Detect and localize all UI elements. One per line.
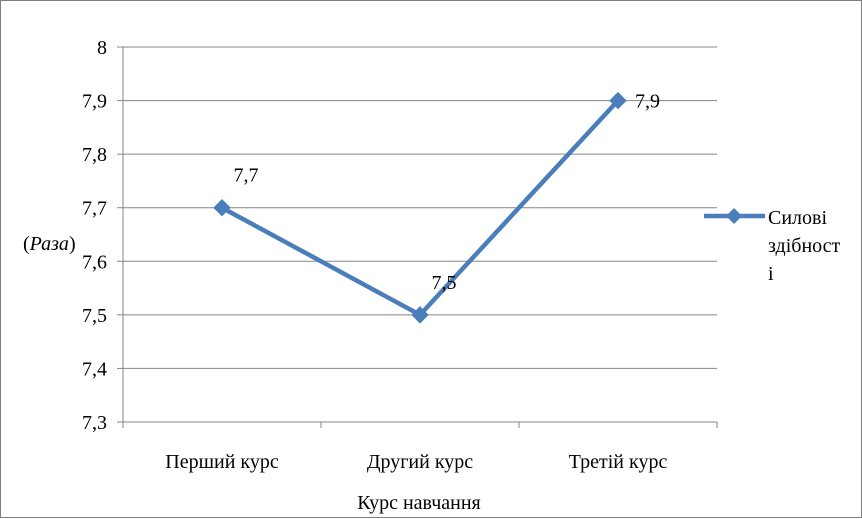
legend-label-line: і <box>768 263 774 285</box>
y-tick-label: 7,8 <box>82 144 107 166</box>
data-point-marker <box>609 91 627 110</box>
legend-label-line: Силові <box>768 207 827 229</box>
y-tick-label: 7,4 <box>82 358 107 380</box>
legend-label-line: здібност <box>768 235 841 257</box>
data-label: 7,9 <box>635 91 660 113</box>
data-point-marker <box>411 306 429 324</box>
y-tick-label: 7,3 <box>82 412 107 434</box>
y-tick-label: 7,7 <box>82 198 107 220</box>
y-axis-title-prefix: ( <box>23 233 30 255</box>
data-label: 7,5 <box>432 272 457 294</box>
x-tick-labels: Перший курс Другий курс Третій курс <box>165 451 667 473</box>
data-point-marker <box>213 199 231 217</box>
series-group <box>213 91 627 324</box>
y-axis-title: (Раза) <box>23 233 76 255</box>
legend-marker <box>726 208 742 224</box>
axes <box>117 46 718 428</box>
legend: Силові здібност і <box>704 207 841 285</box>
y-axis-title-suffix: ) <box>69 233 76 255</box>
x-tick-label: Перший курс <box>165 451 279 473</box>
y-tick-label: 7,6 <box>82 251 107 273</box>
x-tick-label: Другий курс <box>367 451 473 473</box>
x-tick-label: Третій курс <box>569 451 668 473</box>
x-axis-title: Курс навчання <box>357 492 481 514</box>
data-label: 7,7 <box>234 165 259 187</box>
y-axis-title-italic: Раза <box>29 233 69 255</box>
y-tick-label: 7,9 <box>82 91 107 113</box>
y-tick-labels: 7,3 7,4 7,5 7,6 7,7 7,8 7,9 8 <box>82 37 107 434</box>
y-tick-label: 8 <box>97 37 107 59</box>
data-labels: 7,7 7,5 7,9 <box>234 91 661 294</box>
y-tick-label: 7,5 <box>82 305 107 327</box>
